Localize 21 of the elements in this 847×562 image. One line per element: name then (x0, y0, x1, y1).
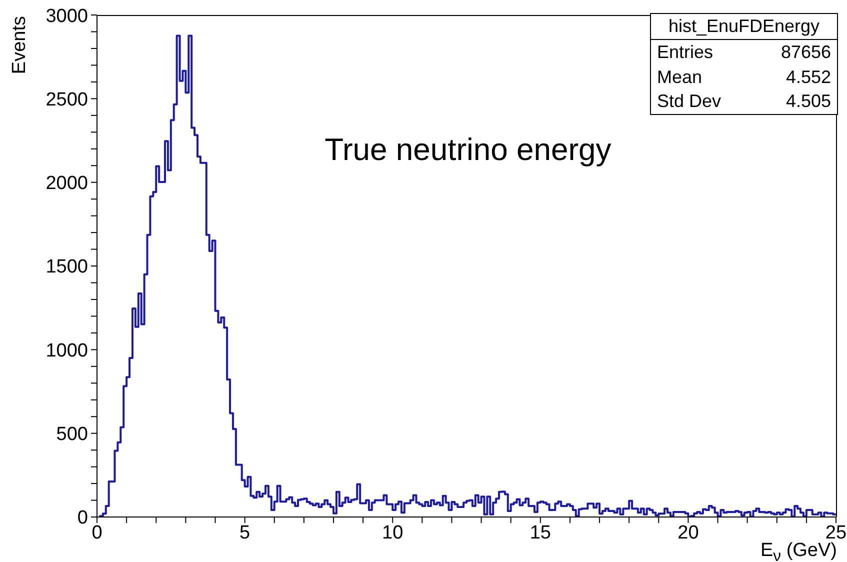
x-tick-label: 0 (92, 522, 102, 544)
x-tick-label: 5 (240, 522, 250, 544)
annotation: Entries (657, 41, 714, 64)
annotation: Mean (657, 66, 702, 88)
y-axis-title: Events (9, 16, 31, 74)
y-tick-label: 1000 (46, 340, 88, 362)
x-tick-label: 15 (530, 522, 551, 544)
annotation: 87656 (780, 41, 831, 64)
x-tick-label: 10 (382, 522, 404, 544)
y-tick-label: 3000 (46, 6, 88, 27)
x-tick-label: 20 (678, 522, 699, 544)
annotation: 4.552 (786, 66, 831, 88)
y-tick-label: 500 (56, 424, 88, 446)
y-tick-label: 2000 (46, 173, 88, 194)
text: True neutrino energy (324, 132, 612, 168)
annotation: Std Dev (657, 90, 722, 113)
y-tick-label: 1500 (46, 256, 88, 278)
annotation: 4.505 (786, 90, 831, 113)
annotation: hist_EnuFDEnergy (651, 14, 837, 40)
y-tick-label: 2500 (46, 89, 88, 110)
y-tick-label: 0 (77, 508, 88, 529)
